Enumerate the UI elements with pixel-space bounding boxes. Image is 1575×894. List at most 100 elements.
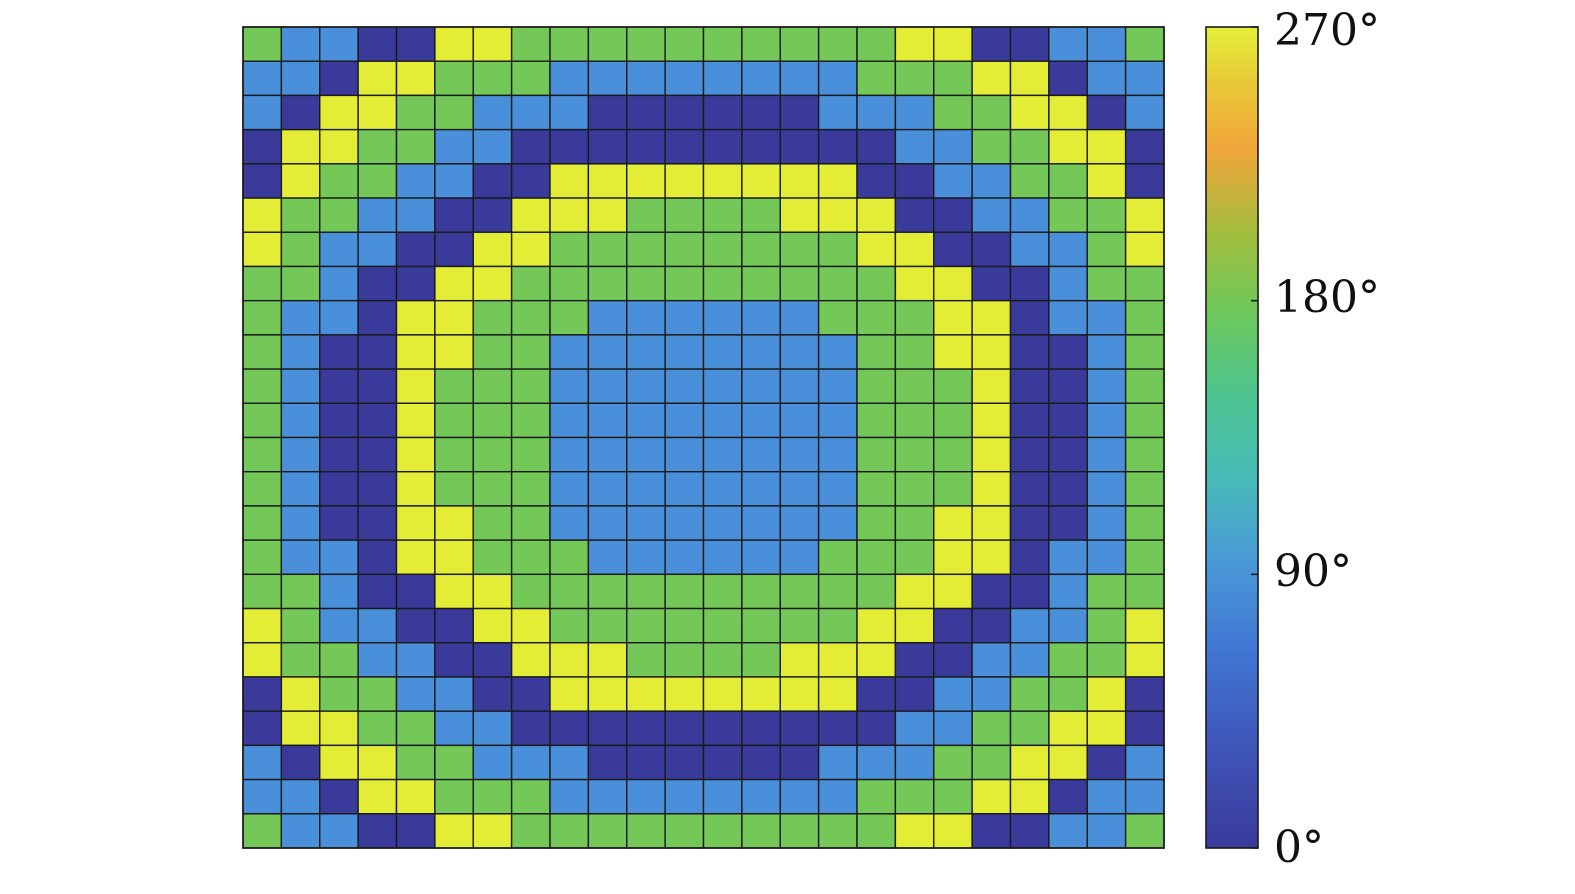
heatmap-cell — [357, 676, 398, 712]
heatmap-cell — [971, 368, 1012, 404]
heatmap-cell — [894, 607, 935, 644]
heatmap-cell — [587, 778, 628, 815]
heatmap-cell — [779, 197, 820, 233]
heatmap-cell — [702, 402, 743, 439]
heatmap-cell — [894, 94, 935, 131]
heatmap-cell — [702, 505, 743, 541]
heatmap-cell — [664, 471, 705, 507]
heatmap-cell — [894, 676, 935, 712]
heatmap-cell — [933, 299, 973, 336]
heatmap-cell — [741, 676, 781, 712]
heatmap-cell — [395, 539, 436, 576]
heatmap-cell — [510, 163, 551, 199]
heatmap-cell — [664, 94, 705, 131]
heatmap-cell — [395, 402, 436, 439]
heatmap-cell — [626, 231, 666, 268]
heatmap-cell — [395, 163, 436, 199]
heatmap-cell — [357, 778, 398, 815]
heatmap-cell — [894, 128, 935, 165]
heatmap-cell — [894, 231, 935, 268]
heatmap-cell — [319, 265, 359, 302]
heatmap-cell — [395, 197, 436, 233]
heatmap-cell — [280, 505, 321, 541]
heatmap-cell — [280, 26, 321, 62]
heatmap-cell — [741, 265, 781, 302]
heatmap-cell — [242, 642, 283, 678]
heatmap-cell — [280, 710, 321, 747]
heatmap-cell — [856, 299, 897, 336]
heatmap-cell — [626, 265, 666, 302]
heatmap-cell — [357, 539, 398, 576]
heatmap-cell — [702, 299, 743, 336]
heatmap-cell — [1086, 265, 1127, 302]
heatmap-cell — [1086, 197, 1127, 233]
heatmap-cell — [472, 368, 513, 404]
heatmap-cell — [280, 573, 321, 610]
heatmap-cell — [741, 368, 781, 404]
heatmap-cell — [242, 402, 283, 439]
heatmap-grid — [242, 26, 1165, 849]
heatmap-cell — [856, 710, 897, 747]
heatmap-cell — [856, 163, 897, 199]
heatmap-cell — [933, 368, 973, 404]
heatmap-cell — [817, 778, 858, 815]
colorbar: 0° 90° 180° 270° — [1205, 5, 1380, 873]
heatmap-cell — [280, 744, 321, 781]
heatmap-cell — [357, 128, 398, 165]
heatmap-cell — [1086, 778, 1127, 815]
heatmap-cell — [702, 265, 743, 302]
heatmap-cell — [894, 436, 935, 473]
heatmap-cell — [626, 710, 666, 747]
heatmap-cell — [933, 471, 973, 507]
heatmap-cell — [1009, 710, 1050, 747]
heatmap-cell — [856, 128, 897, 165]
heatmap-cell — [856, 471, 897, 507]
heatmap-cell — [1009, 231, 1050, 268]
heatmap-cell — [779, 573, 820, 610]
heatmap-cell — [549, 642, 590, 678]
heatmap-cell — [664, 402, 705, 439]
heatmap-cell — [702, 710, 743, 747]
heatmap-cell — [626, 813, 666, 849]
heatmap-cell — [664, 642, 705, 678]
heatmap-cell — [741, 436, 781, 473]
heatmap-cell — [395, 642, 436, 678]
heatmap-cell — [1124, 607, 1165, 644]
heatmap-cell — [434, 573, 474, 610]
heatmap-cell — [1048, 642, 1088, 678]
heatmap-cell — [1048, 26, 1088, 62]
heatmap-cell — [741, 334, 781, 370]
heatmap-cell — [242, 436, 283, 473]
heatmap-cell — [1124, 60, 1165, 97]
heatmap-cell — [357, 744, 398, 781]
heatmap-cell — [242, 539, 283, 576]
heatmap-cell — [395, 813, 436, 849]
heatmap-cell — [434, 436, 474, 473]
heatmap-cell — [472, 505, 513, 541]
heatmap-cell — [779, 471, 820, 507]
heatmap-cell — [587, 402, 628, 439]
heatmap-cell — [549, 710, 590, 747]
heatmap-cell — [242, 163, 283, 199]
colorbar-tick-label: 180° — [1274, 272, 1380, 323]
heatmap-cell — [779, 505, 820, 541]
heatmap-cell — [1048, 710, 1088, 747]
heatmap-cell — [1086, 539, 1127, 576]
heatmap-cell — [664, 778, 705, 815]
heatmap-cell — [856, 607, 897, 644]
colorbar-tick-label: 270° — [1274, 5, 1380, 56]
heatmap-cell — [626, 334, 666, 370]
heatmap-cell — [357, 60, 398, 97]
heatmap-cell — [1124, 299, 1165, 336]
heatmap-cell — [549, 505, 590, 541]
heatmap-cell — [856, 642, 897, 678]
heatmap-cell — [702, 642, 743, 678]
heatmap-cell — [319, 778, 359, 815]
heatmap-cell — [510, 265, 551, 302]
heatmap-cell — [1086, 607, 1127, 644]
heatmap-cell — [1124, 642, 1165, 678]
heatmap-cell — [856, 436, 897, 473]
heatmap-cell — [587, 813, 628, 849]
heatmap-cell — [587, 265, 628, 302]
heatmap-cell — [1124, 26, 1165, 62]
